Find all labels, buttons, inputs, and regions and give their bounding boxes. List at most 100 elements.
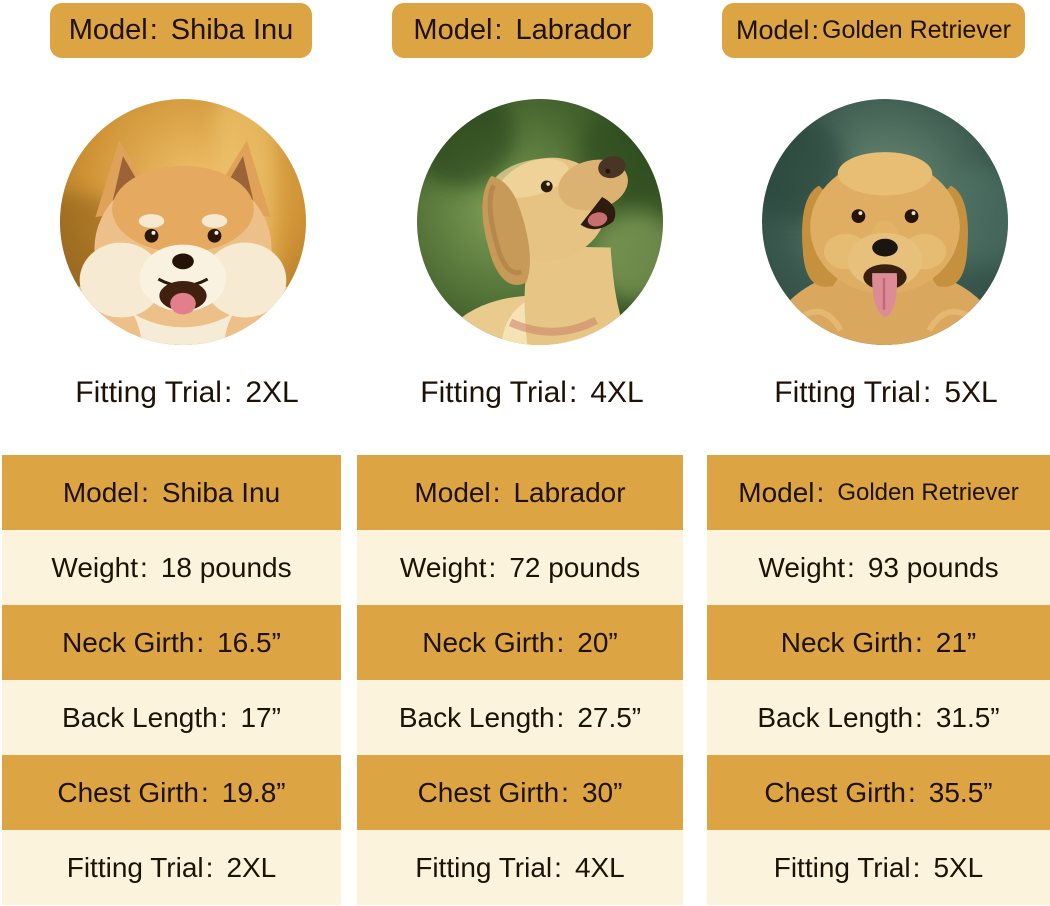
row-value: 72 pounds	[509, 551, 641, 583]
table-row-fitting-trial: Fitting Trial:5XL	[707, 830, 1050, 905]
size-table-labrador: Model: Labrador Weight:72 pounds Neck Gir…	[357, 455, 683, 905]
row-separator: :	[201, 776, 209, 808]
row-label: Fitting Trial	[415, 851, 553, 883]
size-table-golden-retriever: Model: Golden Retriever Weight:93 pounds …	[707, 455, 1050, 905]
table-row-back-length: Back Length:27.5”	[357, 680, 683, 755]
badge-value: Golden Retriever	[822, 16, 1012, 44]
badge-label: Model	[735, 15, 810, 45]
row-value: Golden Retriever	[837, 478, 1019, 506]
table-row-back-length: Back Length:31.5”	[707, 680, 1050, 755]
row-label: Model	[62, 476, 140, 508]
model-badge-shiba: Model: Shiba Inu	[50, 3, 312, 58]
row-separator: :	[141, 476, 149, 508]
row-label: Model	[738, 476, 815, 508]
row-value: 19.8”	[221, 776, 286, 808]
badge-value: Labrador	[515, 14, 632, 46]
fitting-separator: :	[223, 376, 233, 409]
golden-retriever-photo-illustration	[762, 99, 1008, 345]
table-row-model: Model: Shiba Inu	[2, 455, 341, 530]
fitting-trial-caption: Fitting Trial:5XL	[716, 372, 1050, 414]
row-label: Model	[414, 476, 491, 508]
table-row-neck-girth: Neck Girth:20”	[357, 605, 683, 680]
golden-retriever-dog-photo	[762, 99, 1008, 345]
fitting-label: Fitting Trial	[75, 376, 222, 409]
fitting-value: 2XL	[245, 376, 299, 409]
row-value: 20”	[577, 626, 618, 658]
row-separator: :	[492, 476, 501, 508]
table-row-model: Model: Labrador	[357, 455, 683, 530]
row-separator: :	[219, 701, 228, 733]
row-label: Fitting Trial	[773, 851, 911, 883]
row-label: Neck Girth	[62, 626, 195, 658]
row-value: 17”	[240, 701, 281, 733]
table-row-chest-girth: Chest Girth:35.5”	[707, 755, 1050, 830]
row-value: 27.5”	[577, 701, 642, 733]
row-separator: :	[915, 701, 923, 733]
table-row-back-length: Back Length:17”	[2, 680, 341, 755]
row-label: Back Length	[398, 701, 555, 733]
row-label: Fitting Trial	[66, 851, 204, 883]
table-row-chest-girth: Chest Girth:19.8”	[2, 755, 341, 830]
row-separator: :	[554, 851, 562, 883]
table-row-weight: Weight:72 pounds	[357, 530, 683, 605]
row-value: Shiba Inu	[161, 476, 281, 508]
row-label: Weight	[51, 551, 139, 583]
shiba-inu-photo-illustration	[60, 99, 306, 345]
row-separator: :	[816, 476, 825, 508]
fitting-trial-caption: Fitting Trial:4XL	[362, 372, 702, 414]
row-value: 93 pounds	[867, 551, 999, 583]
row-separator: :	[847, 551, 855, 583]
table-row-chest-girth: Chest Girth:30”	[357, 755, 683, 830]
row-separator: :	[205, 851, 214, 883]
fitting-label: Fitting Trial	[420, 376, 567, 409]
table-row-neck-girth: Neck Girth:21”	[707, 605, 1050, 680]
badge-separator: :	[494, 14, 503, 46]
fitting-value: 4XL	[590, 376, 644, 409]
fitting-value: 5XL	[944, 376, 998, 409]
row-separator: :	[915, 626, 923, 658]
badge-value: Shiba Inu	[170, 14, 294, 46]
table-row-fitting-trial: Fitting Trial:2XL	[2, 830, 341, 905]
row-separator: :	[556, 701, 565, 733]
row-separator: :	[908, 776, 916, 808]
row-separator: :	[140, 551, 148, 583]
table-row-weight: Weight:18 pounds	[2, 530, 341, 605]
row-value: 21”	[935, 626, 977, 658]
size-table-shiba: Model: Shiba Inu Weight:18 pounds Neck Gi…	[2, 455, 341, 905]
row-value: 35.5”	[928, 776, 993, 808]
table-row-fitting-trial: Fitting Trial:4XL	[357, 830, 683, 905]
row-value: 4XL	[574, 851, 625, 883]
model-badge-labrador: Model: Labrador	[392, 3, 653, 58]
badge-separator: :	[149, 14, 158, 46]
row-separator: :	[912, 851, 921, 883]
row-label: Chest Girth	[57, 776, 199, 808]
table-row-model: Model: Golden Retriever	[707, 455, 1050, 530]
labrador-photo-illustration	[417, 99, 663, 345]
labrador-dog-photo	[417, 99, 663, 345]
row-label: Neck Girth	[422, 626, 555, 658]
row-separator: :	[556, 626, 565, 658]
table-row-weight: Weight:93 pounds	[707, 530, 1050, 605]
row-label: Neck Girth	[780, 626, 913, 658]
model-badge-golden-retriever: Model: Golden Retriever	[722, 3, 1025, 58]
row-separator: :	[488, 551, 497, 583]
fitting-trial-caption: Fitting Trial:2XL	[17, 372, 357, 414]
badge-separator: :	[811, 15, 820, 45]
row-separator: :	[196, 626, 205, 658]
row-label: Chest Girth	[764, 776, 906, 808]
row-separator: :	[561, 776, 569, 808]
row-label: Chest Girth	[417, 776, 560, 808]
badge-label: Model	[68, 14, 148, 46]
row-value: 16.5”	[217, 626, 281, 658]
row-value: 2XL	[226, 851, 277, 883]
row-value: 5XL	[933, 851, 984, 883]
row-label: Weight	[399, 551, 487, 583]
row-value: Labrador	[513, 476, 626, 508]
row-label: Back Length	[62, 701, 218, 733]
badge-label: Model	[413, 14, 493, 46]
row-value: 31.5”	[935, 701, 1000, 733]
fitting-label: Fitting Trial	[774, 376, 921, 409]
row-value: 18 pounds	[160, 551, 292, 583]
row-label: Weight	[758, 551, 846, 583]
